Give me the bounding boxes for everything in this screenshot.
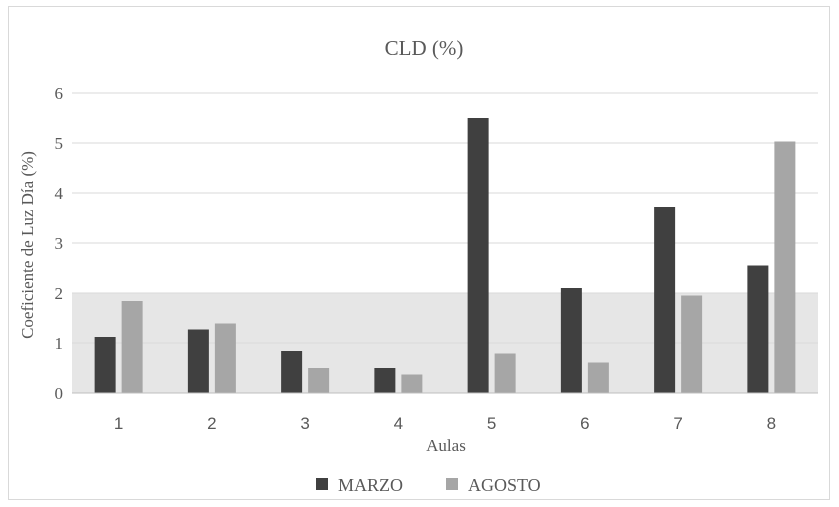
bar-agosto-3 [308,368,330,393]
legend-swatch-agosto [446,478,458,490]
bar-marzo-8 [747,265,769,393]
chart-title: CLD (%) [385,36,464,60]
y-tick-label: 3 [55,234,64,253]
legend: MARZO AGOSTO [316,475,541,495]
bar-marzo-6 [560,288,582,393]
bar-agosto-1 [121,301,143,393]
x-tick-label: 8 [767,414,776,433]
y-tick-labels: 0 1 2 3 4 5 6 [55,84,64,403]
bar-agosto-2 [214,323,236,393]
x-tick-label: 3 [300,414,309,433]
x-tick-label: 7 [673,414,682,433]
y-tick-label: 4 [55,184,64,203]
y-tick-label: 6 [55,84,64,103]
legend-label-agosto: AGOSTO [468,475,541,495]
y-tick-label: 0 [55,384,64,403]
chart-frame [8,6,830,500]
x-axis-label: Aulas [426,436,466,455]
x-tick-label: 6 [580,414,589,433]
bars [94,118,796,393]
y-tick-label: 5 [55,134,64,153]
bar-agosto-4 [401,374,423,393]
bar-marzo-3 [281,351,303,393]
legend-swatch-marzo [316,478,328,490]
y-axis-label: Coeficiente de Luz Día (%) [18,151,37,339]
legend-label-marzo: MARZO [338,475,403,495]
bar-agosto-8 [774,141,796,393]
x-tick-label: 2 [207,414,216,433]
x-tick-labels: 1 2 3 4 5 6 7 8 [114,414,776,433]
bar-marzo-5 [467,118,489,393]
bar-marzo-1 [94,337,116,393]
gridlines [72,92,818,344]
bar-agosto-5 [494,353,516,393]
y-tick-label: 2 [55,284,64,303]
x-tick-label: 4 [394,414,403,433]
bar-agosto-6 [587,362,609,393]
x-tick-label: 5 [487,414,496,433]
x-tick-label: 1 [114,414,123,433]
bar-agosto-7 [681,295,703,393]
bar-marzo-2 [187,329,209,393]
y-tick-label: 1 [55,334,64,353]
bar-marzo-7 [654,207,676,393]
bar-marzo-4 [374,368,396,393]
